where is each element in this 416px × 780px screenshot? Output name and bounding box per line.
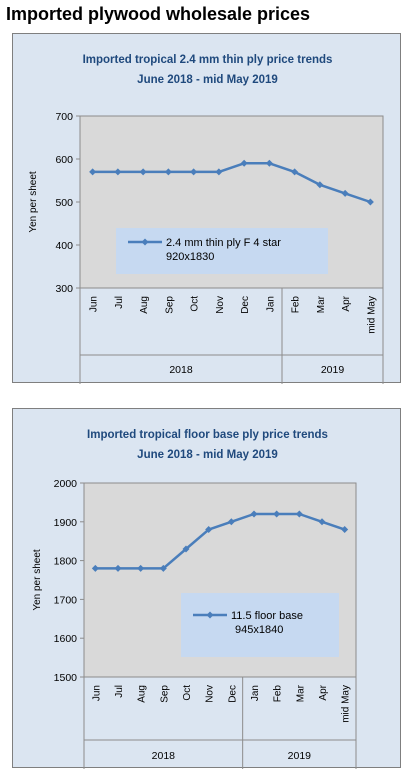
series-line (95, 512, 346, 570)
x-tick-label: Aug (139, 296, 150, 314)
x-tick-label: Jul (114, 685, 125, 698)
x-tick-label: mid May (341, 685, 352, 723)
y-tick-label: 700 (55, 111, 73, 123)
data-point (341, 526, 349, 534)
legend-label: 2.4 mm thin ply F 4 star (166, 237, 281, 249)
chart-title: Imported tropical floor base ply price t… (87, 429, 328, 441)
y-axis-label: Yen per sheet (32, 549, 43, 611)
data-point (159, 564, 167, 572)
chart-floor-base: Imported tropical floor base ply price t… (32, 429, 357, 769)
x-tick-label: Jun (89, 296, 100, 312)
data-point (114, 168, 122, 176)
data-point (182, 545, 190, 553)
year-group-label: 2019 (321, 364, 345, 376)
x-tick-label: Jun (91, 685, 102, 701)
x-tick-label: Mar (316, 295, 327, 313)
data-point (91, 564, 99, 572)
chart-title: Imported tropical 2.4 mm thin ply price … (83, 54, 333, 66)
legend-swatch-marker (206, 611, 214, 619)
x-tick-label: Feb (273, 685, 284, 703)
y-tick-label: 500 (55, 197, 73, 209)
data-point (227, 518, 235, 526)
page-title: Imported plywood wholesale prices (6, 4, 311, 24)
x-tick-label: Oct (182, 685, 193, 701)
y-tick-label: 400 (55, 240, 73, 252)
x-tick-label: Feb (291, 296, 302, 314)
y-tick-label: 600 (55, 154, 73, 166)
x-tick-label: Dec (240, 296, 251, 314)
legend-swatch-marker (141, 238, 149, 246)
data-point (215, 168, 223, 176)
y-tick-label: 1500 (54, 672, 78, 684)
legend-label: 11.5 floor base (231, 610, 303, 622)
year-group-label: 2018 (152, 750, 176, 762)
x-tick-label: Jan (250, 685, 261, 701)
data-point (240, 159, 248, 167)
y-tick-label: 2000 (54, 478, 78, 490)
data-point (190, 168, 198, 176)
data-point (205, 526, 213, 534)
x-tick-label: Apr (318, 684, 329, 700)
x-tick-label: Jul (114, 296, 125, 309)
y-tick-label: 1600 (54, 633, 78, 645)
chart-panel-thin-ply: Imported tropical 2.4 mm thin ply price … (12, 33, 401, 384)
x-tick-label: Jan (265, 296, 276, 312)
y-tick-label: 300 (55, 283, 73, 295)
data-point (164, 168, 172, 176)
x-tick-label: Oct (190, 296, 201, 312)
x-tick-label: Mar (295, 684, 306, 702)
data-point (341, 189, 349, 197)
y-tick-label: 1800 (54, 556, 78, 568)
data-point (89, 168, 97, 176)
chart-subtitle: June 2018 - mid May 2019 (137, 449, 278, 461)
x-tick-label: Nov (215, 296, 226, 314)
data-point (265, 159, 273, 167)
chart-subtitle: June 2018 - mid May 2019 (137, 74, 278, 86)
data-point (318, 518, 326, 526)
legend-box (181, 593, 339, 657)
chart-thin-ply: Imported tropical 2.4 mm thin ply price … (28, 54, 384, 384)
legend-label-size: 920x1830 (166, 251, 214, 263)
x-tick-label: Apr (341, 295, 352, 311)
legend-box (116, 228, 328, 274)
x-tick-label: Sep (159, 685, 170, 703)
data-point (366, 198, 374, 206)
data-point (114, 564, 122, 572)
series-line (92, 162, 371, 204)
x-tick-label: Dec (227, 685, 238, 703)
data-point (139, 168, 147, 176)
data-point (316, 181, 324, 189)
x-tick-label: Aug (137, 685, 148, 703)
chart-panel-floor-base: Imported tropical floor base ply price t… (12, 408, 401, 769)
y-tick-label: 1700 (54, 594, 78, 606)
year-group-label: 2018 (169, 364, 193, 376)
x-tick-label: mid May (366, 296, 377, 334)
x-tick-label: Nov (205, 685, 216, 703)
x-tick-label: Sep (164, 296, 175, 314)
data-point (291, 168, 299, 176)
legend-label-size: 945x1840 (235, 624, 283, 636)
y-tick-label: 1900 (54, 517, 78, 529)
y-axis-label: Yen per sheet (28, 171, 39, 233)
year-group-label: 2019 (288, 750, 312, 762)
data-point (137, 564, 145, 572)
